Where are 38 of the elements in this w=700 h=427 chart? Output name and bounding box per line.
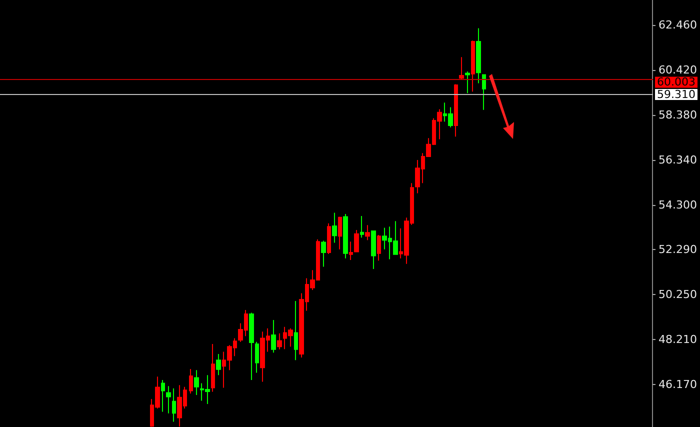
candlestick xyxy=(161,379,165,412)
candlestick xyxy=(371,230,376,270)
candlestick xyxy=(277,332,282,350)
candlestick xyxy=(454,84,458,138)
y-tick-label: 60.420 xyxy=(658,63,698,76)
candlestick xyxy=(459,56,464,80)
y-tick-label: 56.340 xyxy=(658,153,698,166)
candlestick xyxy=(338,216,342,250)
ref-line-label: 60.003 xyxy=(657,76,696,89)
candlestick xyxy=(194,370,199,396)
y-tick-label: 46.170 xyxy=(658,378,698,391)
candlestick xyxy=(332,212,337,244)
y-tick-label: 58.380 xyxy=(658,108,698,122)
candlestick xyxy=(189,368,193,394)
y-tick-label: 54.300 xyxy=(658,198,698,212)
candlestick xyxy=(471,40,475,92)
candlestick xyxy=(271,319,276,354)
candlestick xyxy=(172,388,176,422)
candlestick xyxy=(360,216,364,238)
candlestick xyxy=(343,214,348,259)
candlestick xyxy=(216,353,221,376)
candlestick xyxy=(465,71,470,94)
candlestick xyxy=(321,240,326,268)
y-tick-label: 50.250 xyxy=(658,288,698,301)
candlestick xyxy=(327,222,331,254)
candlestick xyxy=(211,344,215,392)
candlestick xyxy=(249,312,254,380)
candlestick xyxy=(255,341,259,374)
candlestick xyxy=(365,224,370,241)
candlestick xyxy=(377,234,381,262)
candlestick xyxy=(294,300,298,361)
candlestick xyxy=(482,74,486,110)
y-tick-label: 62.460 xyxy=(658,18,698,32)
candlestick xyxy=(476,28,481,84)
candlestick xyxy=(166,386,171,414)
y-tick-label: 48.210 xyxy=(658,332,698,346)
y-tick-label: 52.290 xyxy=(658,242,698,256)
ref-line-label: 59.310 xyxy=(657,88,696,101)
